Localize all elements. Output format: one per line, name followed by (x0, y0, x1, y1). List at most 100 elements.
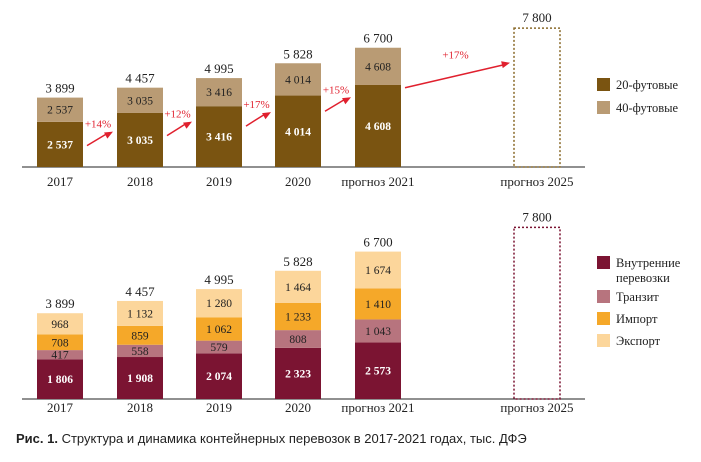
x-tick-label: 2019 (206, 174, 232, 189)
x-tick-label: 2019 (206, 400, 232, 415)
x-tick-label: 2017 (47, 174, 74, 189)
bar-segment (355, 251, 401, 289)
arrow-head-icon (342, 97, 351, 105)
total-label: 5 828 (283, 46, 312, 61)
total-label: 7 800 (522, 10, 551, 25)
data-label: 4 608 (365, 121, 391, 133)
bar-segment (355, 47, 401, 85)
legend-swatch (597, 101, 610, 114)
x-tick-label: 2020 (285, 400, 311, 415)
bar-segment (37, 313, 83, 335)
total-label: 4 995 (204, 61, 233, 76)
forecast-bar (513, 27, 561, 168)
legend-label: Экспорт (616, 334, 661, 348)
growth-label: +14% (85, 119, 111, 131)
data-label: 1 806 (47, 374, 73, 386)
bar-segment (117, 344, 163, 358)
bar-segment (37, 97, 83, 122)
legend-label: перевозки (616, 271, 670, 285)
x-tick-label: прогноз 2025 (500, 174, 573, 189)
data-label: 1 908 (127, 373, 153, 385)
bar-segment (355, 319, 401, 343)
growth-arrow (404, 64, 505, 89)
total-label: 6 700 (363, 31, 392, 46)
data-label: 2 074 (206, 371, 232, 383)
caption-text: Структура и динамика контейнерных перево… (57, 431, 527, 446)
legend-label: Внутренние (616, 256, 681, 270)
legend-label: 20-футовые (616, 78, 679, 92)
total-label: 4 995 (204, 272, 233, 287)
legend-label: 40-футовые (616, 101, 679, 115)
legend-swatch (597, 256, 610, 269)
bar-segment (196, 106, 242, 167)
data-label: 708 (51, 337, 69, 349)
bar-segment (275, 330, 321, 348)
bar-segment (355, 288, 401, 320)
bar-segment (37, 350, 83, 360)
bar-segment (37, 359, 83, 399)
data-label: 558 (131, 346, 149, 358)
legend-swatch (597, 334, 610, 347)
bar-segment (117, 325, 163, 345)
data-label: 2 573 (365, 366, 391, 378)
bar-segment (37, 334, 83, 351)
legend-label: Импорт (616, 312, 658, 326)
data-label: 3 416 (206, 87, 232, 99)
bar-segment (355, 84, 401, 167)
bar-segment (355, 342, 401, 399)
growth-arrow (86, 132, 108, 147)
arrow-head-icon (183, 121, 192, 129)
bar-segment (196, 340, 242, 354)
data-label: 3 035 (127, 95, 153, 107)
forecast-bar (513, 226, 561, 400)
bar-segment (196, 289, 242, 318)
bar-segment (275, 95, 321, 167)
x-tick-label: 2020 (285, 174, 311, 189)
arrow-head-icon (262, 112, 271, 120)
data-label: 1 132 (127, 308, 153, 320)
bar-segment (275, 347, 321, 399)
data-label: 3 035 (127, 135, 153, 147)
growth-label: +15% (323, 84, 349, 96)
growth-label: +12% (164, 109, 190, 121)
growth-label: +17% (243, 99, 269, 111)
bar-segment (275, 302, 321, 331)
data-label: 4 014 (285, 74, 311, 86)
x-tick-label: прогноз 2021 (341, 400, 414, 415)
data-label: 1 464 (285, 282, 311, 294)
data-label: 2 537 (47, 105, 73, 117)
x-tick-label: прогноз 2021 (341, 174, 414, 189)
legend-label: Транзит (616, 290, 659, 304)
data-label: 2 537 (47, 139, 73, 151)
legend-swatch (597, 290, 610, 303)
figure-caption: Рис. 1. Структура и динамика контейнерны… (16, 431, 527, 446)
bar-segment (117, 87, 163, 113)
caption-label: Рис. 1. (16, 431, 58, 446)
legend-swatch (597, 312, 610, 325)
data-label: 1 233 (285, 312, 311, 324)
x-tick-label: 2018 (127, 400, 153, 415)
bar-segment (196, 317, 242, 341)
bar-segment (117, 300, 163, 326)
bar-segment (275, 63, 321, 96)
total-label: 5 828 (283, 254, 312, 269)
data-label: 1 674 (365, 265, 391, 277)
total-label: 7 800 (522, 209, 551, 224)
data-label: 1 043 (365, 326, 391, 338)
bar-segment (196, 78, 242, 107)
bar-segment (275, 270, 321, 303)
total-label: 3 899 (45, 81, 74, 96)
bar-segment (117, 357, 163, 399)
data-label: 4 014 (285, 126, 311, 138)
total-label: 3 899 (45, 296, 74, 311)
data-label: 859 (131, 330, 149, 342)
arrow-head-icon (104, 131, 113, 139)
growth-arrow (245, 113, 266, 127)
growth-label: +17% (442, 50, 468, 62)
data-label: 2 323 (285, 368, 311, 380)
data-label: 1 062 (206, 324, 232, 336)
total-label: 4 457 (125, 71, 155, 86)
data-label: 4 608 (365, 61, 391, 73)
total-label: 4 457 (125, 284, 155, 299)
